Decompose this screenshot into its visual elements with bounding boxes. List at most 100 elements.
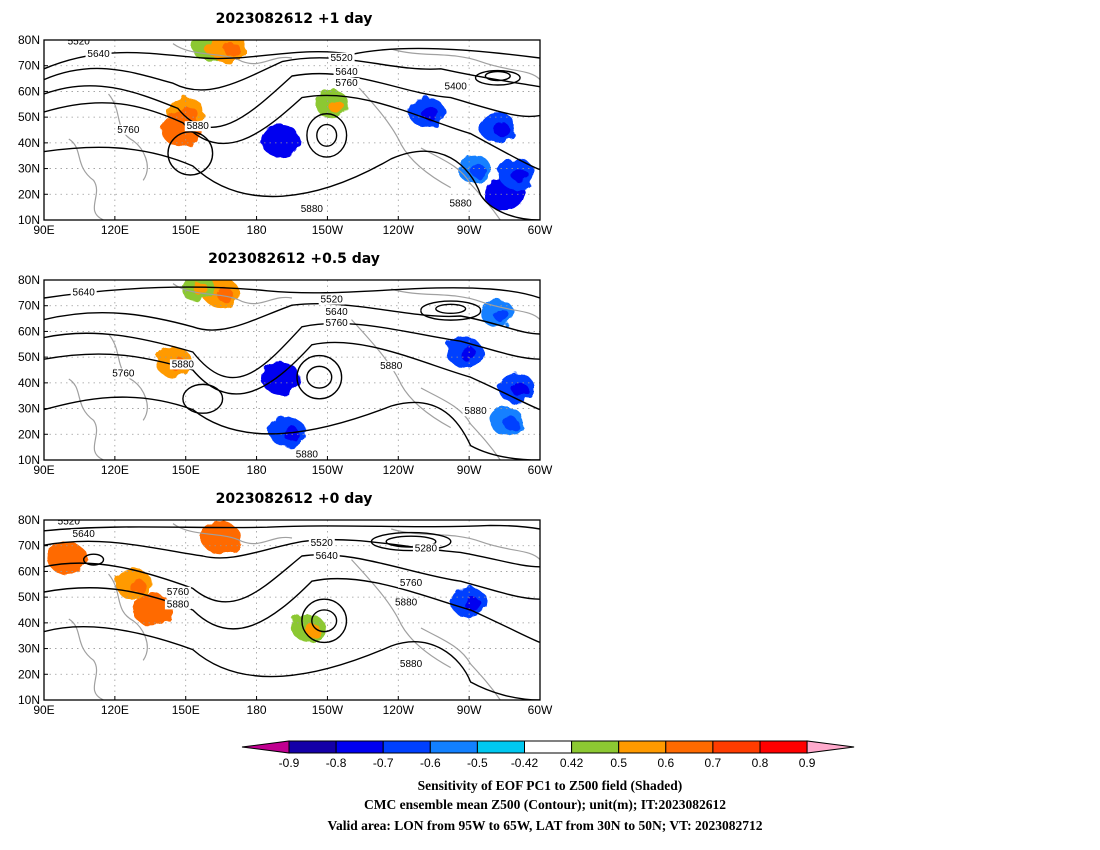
shade-core <box>512 168 529 183</box>
lat-tick-label: 70N <box>18 299 40 313</box>
lon-tick-label: 180 <box>247 463 267 477</box>
lat-tick-label: 80N <box>18 513 40 527</box>
contour-label: 5760 <box>117 125 140 136</box>
shade-core <box>422 107 439 121</box>
contour-label: 5520 <box>68 37 91 48</box>
lat-tick-label: 10N <box>18 693 40 707</box>
contour-line <box>385 535 437 548</box>
colorbar-bin <box>759 740 808 754</box>
contour-label: 5640 <box>73 287 96 298</box>
contour-line <box>44 47 540 70</box>
graticule <box>44 280 540 460</box>
colorbar-label: 0.8 <box>752 756 769 770</box>
lat-tick-label: 30N <box>18 642 40 656</box>
contour-line <box>484 70 511 82</box>
sensitivity-shading <box>155 280 535 447</box>
map-panel-2: 2023082612 +0.5 day564057605880552056405… <box>18 251 553 477</box>
shade-core <box>460 347 477 361</box>
contour-line <box>370 531 452 552</box>
panel-title: 2023082612 +1 day <box>216 11 373 27</box>
contour-line <box>44 341 540 411</box>
lat-tick-label: 20N <box>18 667 40 681</box>
contour-line <box>44 57 540 91</box>
shade-core <box>493 309 510 322</box>
contour-line <box>44 146 540 220</box>
colorbar-label: -0.8 <box>326 756 347 770</box>
map-frame <box>43 279 541 461</box>
lon-tick-label: 60W <box>528 223 553 237</box>
lat-tick-label: 50N <box>18 350 40 364</box>
colorbar: -0.9 -0.8 -0.7 -0.6 -0.5 -0.42 0.42 0.5 0.6 0.7 0.… <box>241 740 855 770</box>
contour-line <box>44 396 540 460</box>
contour-label: 5640 <box>87 49 110 60</box>
contour-line <box>44 322 540 379</box>
lon-tick-label: 120W <box>383 703 415 717</box>
shade-core <box>304 623 321 637</box>
contour-line <box>44 625 540 700</box>
lon-tick-label: 150E <box>172 463 200 477</box>
contour-label: 5880 <box>167 599 190 610</box>
axis-ticks: 90E 120E 150E 180 150W 120W 90W 60W 80N 70N 60N 50N… <box>18 513 553 717</box>
colorbar-label: -0.42 <box>511 756 539 770</box>
colorbar-bin <box>429 740 478 754</box>
caption-line-2: CMC ensemble mean Z500 (Contour); unit(m… <box>364 797 726 812</box>
sensitivity-shading <box>47 521 488 642</box>
contour-line <box>44 286 540 299</box>
lat-tick-label: 10N <box>18 453 40 467</box>
contour-label: 5640 <box>326 307 349 318</box>
contour-line <box>296 354 343 400</box>
lon-tick-label: 90W <box>457 223 482 237</box>
colorbar-label: 0.7 <box>705 756 722 770</box>
colorbar-over-triangle <box>806 740 855 754</box>
lon-tick-label: 180 <box>247 703 267 717</box>
coastlines <box>68 43 540 220</box>
colorbar-label: 0.9 <box>799 756 816 770</box>
shade-core <box>147 604 166 620</box>
lon-tick-label: 90E <box>33 703 54 717</box>
colorbar-label: 0.6 <box>657 756 674 770</box>
contour-label: 5280 <box>415 544 438 555</box>
lat-tick-label: 70N <box>18 539 40 553</box>
colorbar-bin <box>665 740 714 754</box>
contour-line <box>44 524 540 532</box>
lon-tick-label: 150W <box>312 223 344 237</box>
contour-line <box>44 577 540 644</box>
contour-label: 5880 <box>380 361 403 372</box>
contour-line <box>167 131 214 176</box>
lon-tick-label: 90E <box>33 223 54 237</box>
lon-tick-label: 120W <box>383 463 415 477</box>
contour-label: 5520 <box>58 517 81 528</box>
shade-core <box>62 553 81 568</box>
z500-contours <box>44 524 540 700</box>
contour-line <box>83 553 105 566</box>
map-frame <box>43 39 541 221</box>
coastlines <box>68 283 540 460</box>
contour-label: 5760 <box>167 587 190 598</box>
contour-label: 5880 <box>301 204 324 215</box>
caption-line-3: Valid area: LON from 95W to 65W, LAT fro… <box>327 818 762 833</box>
contour-line <box>301 598 348 644</box>
contour-label: 5880 <box>187 121 210 132</box>
lon-tick-label: 60W <box>528 703 553 717</box>
colorbar-bin <box>476 740 525 754</box>
map-panel-3: 2023082612 +0 day55205640576058805520564… <box>18 491 553 717</box>
shade-core <box>223 42 241 57</box>
lon-tick-label: 120E <box>101 703 129 717</box>
contour-line <box>44 94 540 171</box>
lon-tick-label: 90W <box>457 703 482 717</box>
colorbar-bin <box>524 740 573 754</box>
colorbar-label: 0.5 <box>610 756 627 770</box>
panel-title: 2023082612 +0 day <box>216 491 373 507</box>
contour-label: 5520 <box>330 53 353 64</box>
colorbar-bin <box>288 740 337 754</box>
lat-tick-label: 60N <box>18 84 40 98</box>
lon-tick-label: 150E <box>172 703 200 717</box>
contour-label: 5520 <box>321 295 344 306</box>
coastlines <box>68 523 540 700</box>
lon-tick-label: 60W <box>528 463 553 477</box>
lat-tick-label: 40N <box>18 376 40 390</box>
lon-tick-label: 120E <box>101 463 129 477</box>
contour-label: 5880 <box>464 406 487 417</box>
